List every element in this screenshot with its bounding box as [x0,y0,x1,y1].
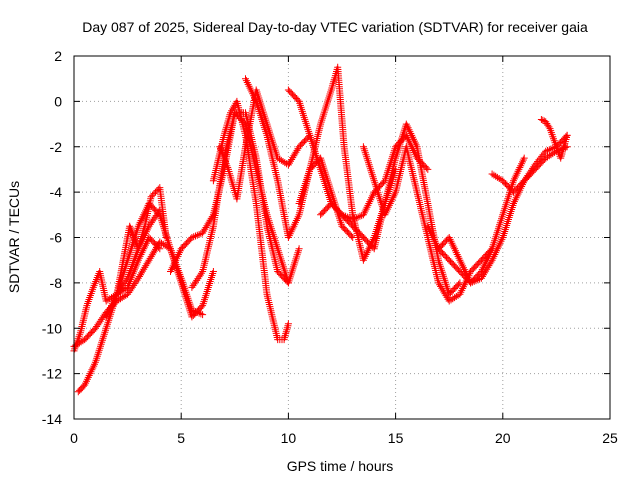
series-track-16 [435,154,528,287]
y-tick-label: -14 [42,411,62,427]
data-point-markers [317,120,464,298]
y-axis-label: SDTVAR / TECUs [6,181,22,293]
y-tick-label: -8 [50,275,63,291]
x-tick-label: 25 [602,430,618,446]
y-tick-label: -4 [50,184,63,200]
series-track-5 [113,184,170,298]
series-track-13 [317,120,464,298]
x-tick-label: 15 [388,430,404,446]
y-tick-label: -2 [50,139,63,155]
y-tick-label: -10 [42,320,62,336]
y-tick-label: 2 [54,48,62,64]
x-tick-label: 20 [495,430,511,446]
x-tick-label: 10 [281,430,297,446]
x-tick-labels: 0 5 10 15 20 25 [70,430,618,446]
y-tick-labels: -14 -12 -10 -8 -6 -4 -2 0 2 [42,48,62,427]
data-points [70,63,571,396]
series-track-8 [209,97,292,344]
y-tick-label: 0 [54,93,62,109]
x-tick-label: 0 [70,430,78,446]
data-point-markers [537,116,571,162]
series-track-18 [537,116,571,162]
chart-title: Day 087 of 2025, Sidereal Day-to-day VTE… [82,19,588,35]
data-point-markers [435,154,528,287]
data-point-markers [209,97,292,344]
axis-ticks [73,55,611,420]
data-point-markers [113,184,170,298]
x-tick-label: 5 [177,430,185,446]
x-axis-label: GPS time / hours [287,458,394,474]
y-tick-label: -12 [42,366,62,382]
y-tick-label: -6 [50,230,63,246]
